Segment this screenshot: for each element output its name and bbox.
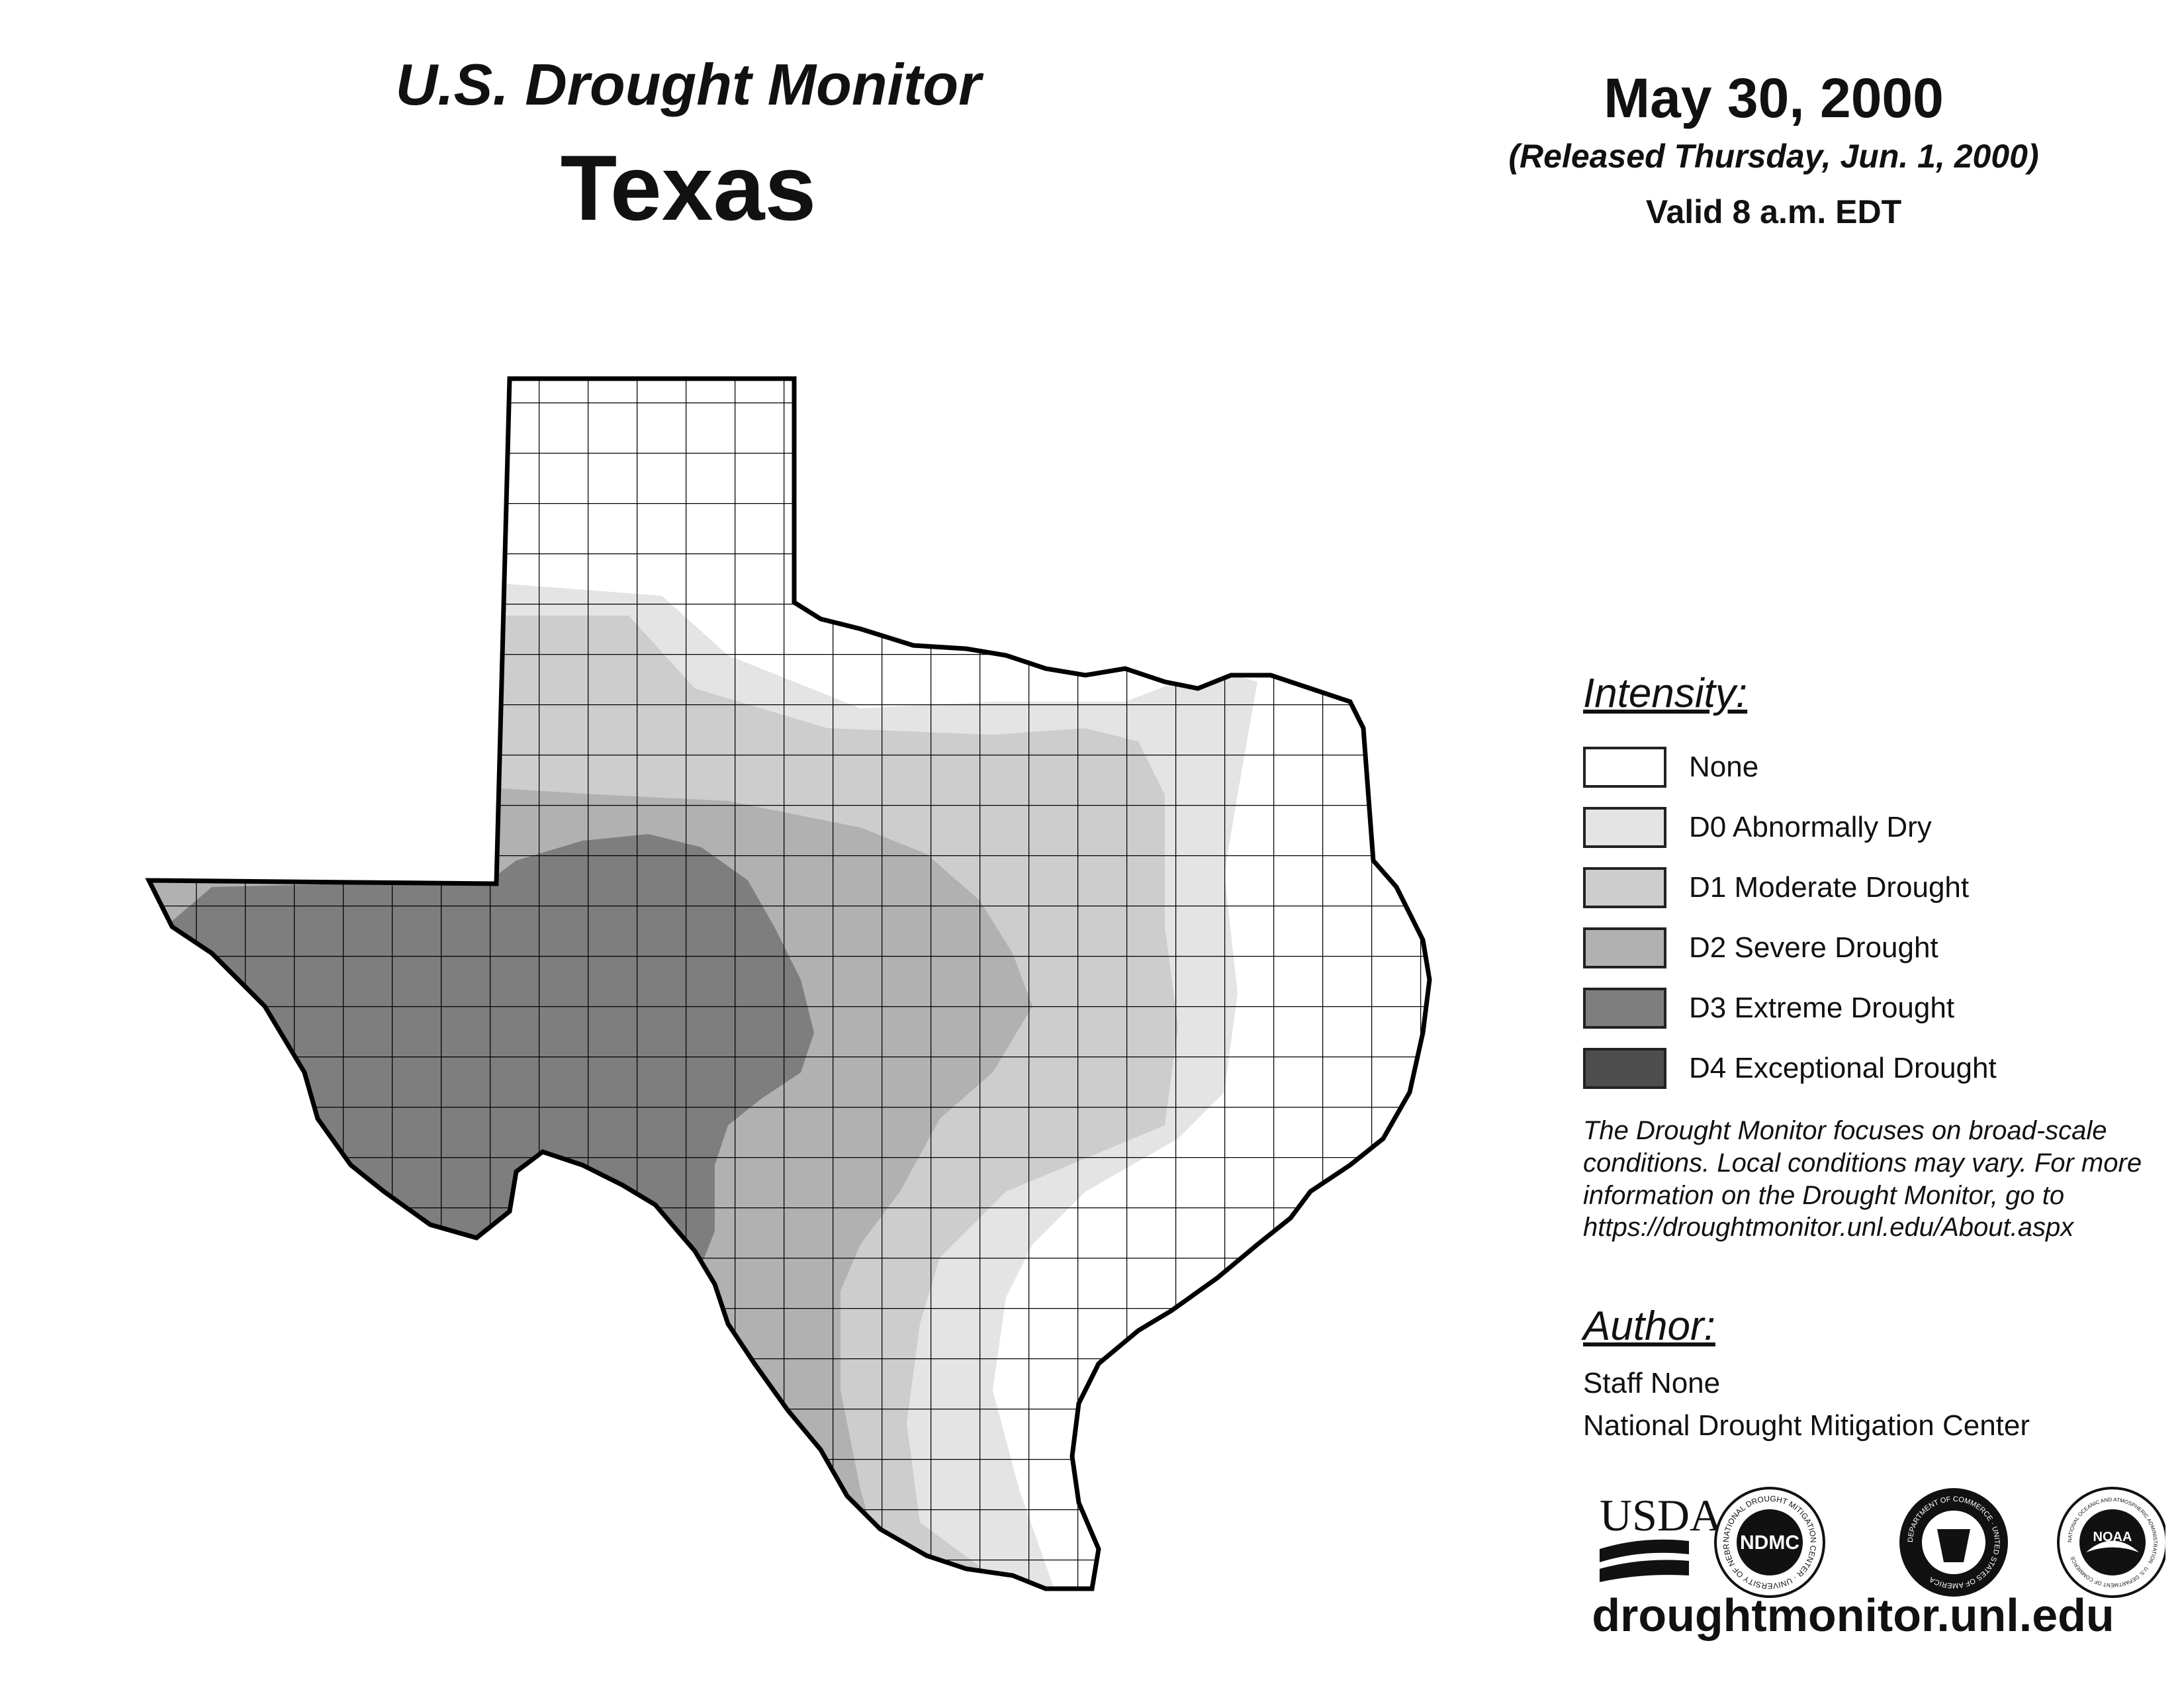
legend-item-d3: D3 Extreme Drought <box>1583 978 2165 1038</box>
legend-swatch <box>1583 1047 1666 1089</box>
texas-outline <box>145 376 1432 1591</box>
legend-swatch <box>1583 746 1666 788</box>
website-url: droughtmonitor.unl.edu <box>1592 1589 2115 1641</box>
legend-item-d4: D4 Exceptional Drought <box>1583 1038 2165 1098</box>
header-right: May 30, 2000 (Released Thursday, Jun. 1,… <box>1430 66 2118 231</box>
header-left: U.S. Drought Monitor Texas <box>218 52 1158 240</box>
commerce-seal: DEPARTMENT OF COMMERCE · UNITED STATES O… <box>1899 1488 2008 1597</box>
legend-label: D0 Abnormally Dry <box>1689 810 1932 843</box>
legend-label: D4 Exceptional Drought <box>1689 1051 1997 1084</box>
legend-swatch <box>1583 867 1666 908</box>
author-heading: Author: <box>1583 1303 1715 1349</box>
legend-swatch <box>1583 806 1666 848</box>
legend-label: None <box>1689 750 1759 783</box>
legend-item-d2: D2 Severe Drought <box>1583 917 2165 978</box>
release-note: (Released Thursday, Jun. 1, 2000) <box>1508 137 2039 175</box>
legend-label: D3 Extreme Drought <box>1689 991 1955 1024</box>
usda-logo: USDA <box>1600 1490 1722 1582</box>
legend-heading: Intensity: <box>1583 671 1748 716</box>
map-date: May 30, 2000 <box>1604 67 1944 129</box>
noaa-logo: NATIONAL OCEANIC AND ATMOSPHERIC ADMINIS… <box>2057 1487 2165 1598</box>
state-title: Texas <box>560 135 817 240</box>
usda-logo-text: USDA <box>1600 1490 1722 1540</box>
map-subtitle: U.S. Drought Monitor <box>395 52 981 117</box>
disclaimer-text: The Drought Monitor focuses on broad-sca… <box>1583 1116 2142 1243</box>
author-org: National Drought Mitigation Center <box>1583 1409 2030 1442</box>
legend-label: D2 Severe Drought <box>1689 931 1938 964</box>
agency-logos: USDA NATIONAL DROUGHT MITIGATION CENTER … <box>1583 1476 2165 1598</box>
legend-item-none: None <box>1583 737 2165 797</box>
ndmc-logo-text: NDMC <box>1740 1532 1799 1554</box>
legend-swatch <box>1583 987 1666 1029</box>
author-name: Staff None <box>1583 1367 1721 1399</box>
legend-item-d1: D1 Moderate Drought <box>1583 857 2165 917</box>
legend-swatch <box>1583 927 1666 968</box>
legend-item-d0: D0 Abnormally Dry <box>1583 797 2165 857</box>
noaa-logo-text: NOAA <box>2093 1530 2132 1544</box>
valid-time: Valid 8 a.m. EDT <box>1645 193 1902 230</box>
legend-label: D1 Moderate Drought <box>1689 870 1970 904</box>
legend: Intensity: None D0 Abnormally Dry D1 Mod… <box>1583 670 2165 1098</box>
author-block: Author: Staff None National Drought Miti… <box>1583 1303 2165 1442</box>
